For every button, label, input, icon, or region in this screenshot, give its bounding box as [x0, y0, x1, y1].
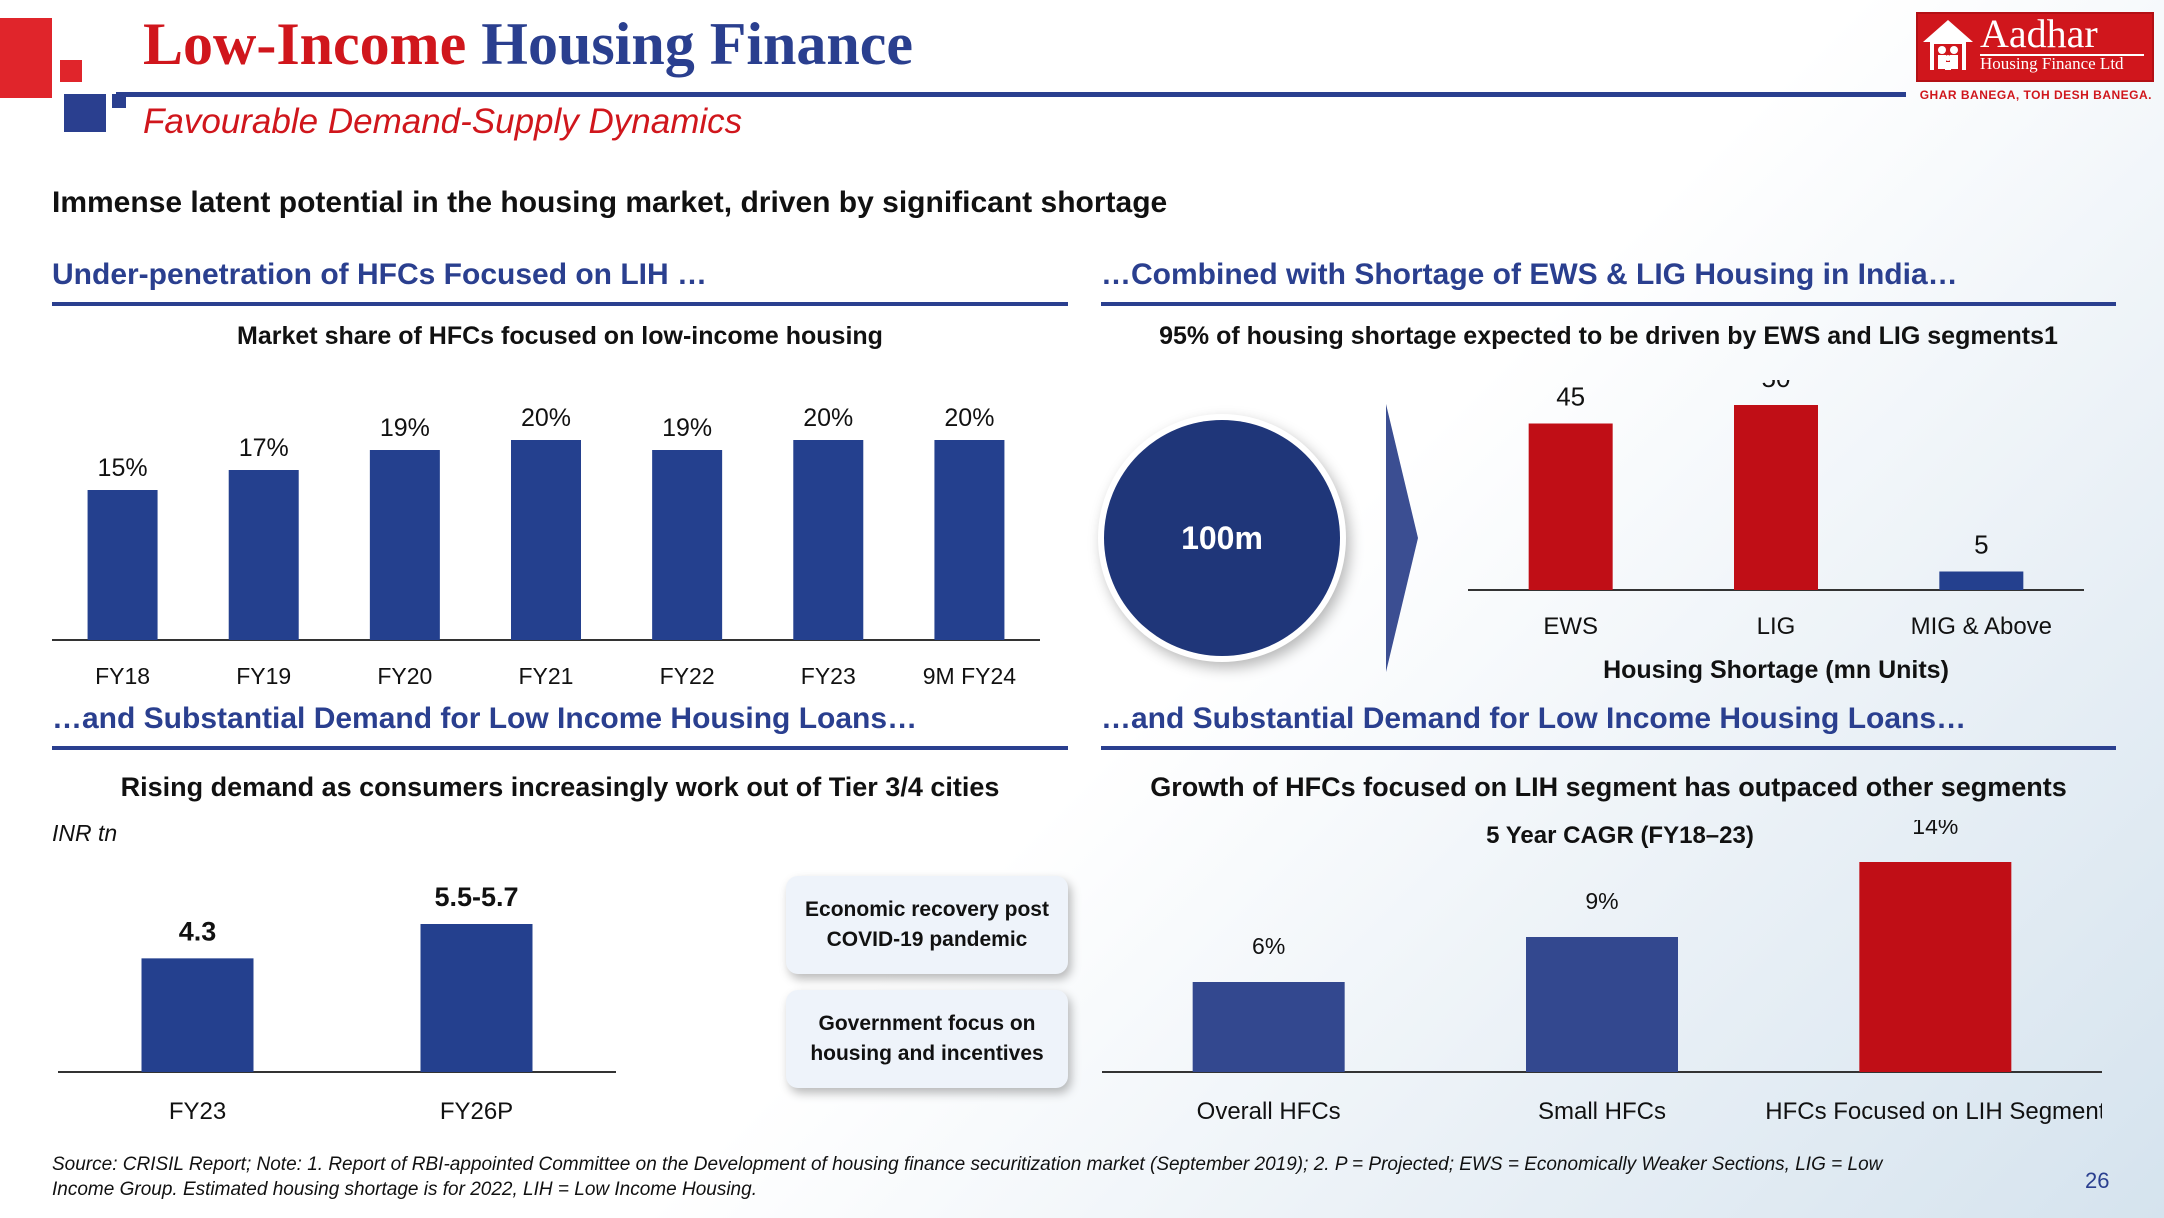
callout-government-focus: Government focus on housing and incentiv… — [786, 990, 1068, 1088]
page-number: 26 — [2085, 1168, 2110, 1193]
housing_shortage-bar-1 — [1528, 423, 1613, 590]
market_share-value-label-6: 20% — [803, 404, 853, 432]
callout-economic-recovery: Economic recovery post COVID-19 pandemic — [786, 876, 1068, 974]
cagr-value-label-2: 9% — [1585, 888, 1618, 914]
market_share-bar-7 — [934, 440, 1005, 640]
logo-name: Aadhar — [1980, 11, 2098, 56]
page-subtitle: Favourable Demand-Supply Dynamics — [143, 102, 743, 141]
market_share-bar-6 — [793, 440, 864, 640]
market_share-value-label-3: 19% — [380, 414, 430, 442]
market_share-category-label-6: FY23 — [801, 663, 856, 689]
market_share-category-label-1: FY18 — [95, 663, 150, 689]
chart-housing-shortage: 45 EWS 50 LIG 5 MIG & Above — [1468, 380, 2084, 640]
section-rule-bottom-right — [1101, 746, 2116, 750]
section-rule-top-right — [1101, 302, 2116, 306]
market_share-bar-2 — [228, 470, 299, 640]
chart-title-cagr: Growth of HFCs focused on LIH segment ha… — [1150, 772, 2067, 802]
section-heading-top-right: …Combined with Shortage of EWS & LIG Hou… — [1101, 258, 1958, 291]
decor-square-blue-small — [112, 94, 126, 108]
unit-label: INR tn — [52, 820, 118, 846]
chart-loan-demand: 4.3 FY23 5.5-5.7 FY26P — [58, 882, 616, 1125]
loan_demand-category-label-1: FY23 — [169, 1098, 226, 1125]
decor-square-blue — [64, 94, 106, 132]
housing_shortage-value-label-3: 5 — [1974, 530, 1988, 560]
chart-title-loan-demand: Rising demand as consumers increasingly … — [120, 772, 1000, 802]
market_share-category-label-7: 9M FY24 — [923, 663, 1017, 689]
page-title-part2: Housing Finance — [481, 11, 914, 77]
section-rule-bottom-left — [52, 746, 1068, 750]
page-title: Low-Income Housing Finance — [143, 10, 913, 79]
chart-cagr: 6% Overall HFCs 9% Small HFCs 14% HFCs Focuse… — [1102, 820, 2102, 1125]
cagr-bar-1 — [1192, 982, 1345, 1072]
cagr-bar-3 — [1859, 862, 2012, 1072]
chart-title-market-share: Market share of HFCs focused on low-inco… — [237, 322, 883, 350]
decor-square-red-small — [60, 60, 82, 82]
section-heading-bottom-right: …and Substantial Demand for Low Income H… — [1101, 702, 1967, 735]
house-family-icon — [1923, 20, 1973, 70]
chart-title-housing-shortage: 95% of housing shortage expected to be d… — [1159, 322, 2058, 350]
section-rule-top-left — [52, 302, 1068, 306]
xlabel-housing-shortage: Housing Shortage (mn Units) — [1603, 656, 1949, 684]
market_share-value-label-7: 20% — [944, 404, 994, 432]
housing_shortage-value-label-2: 50 — [1762, 380, 1791, 393]
housing_shortage-bar-2 — [1734, 405, 1818, 590]
footnote: Source: CRISIL Report; Note: 1. Report o… — [52, 1154, 1883, 1200]
cagr-category-label-3: HFCs Focused on LIH Segment — [1765, 1098, 2102, 1125]
loan_demand-value-label-2: 5.5-5.7 — [434, 882, 518, 912]
arrow-right-icon — [1386, 404, 1418, 672]
market_share-bar-4 — [511, 440, 581, 640]
chart-market-share: 15% FY18 17% FY19 19% FY20 20% FY21 19% FY22 20% FY… — [52, 404, 1040, 689]
housing_shortage-bar-3 — [1939, 571, 2024, 590]
market_share-bar-3 — [369, 450, 440, 640]
decor-square-red — [0, 18, 52, 98]
page-title-part1: Low-Income — [143, 11, 467, 77]
market_share-bar-1 — [87, 490, 158, 640]
cagr-category-label-1: Overall HFCs — [1197, 1098, 1341, 1125]
market_share-category-label-4: FY21 — [519, 663, 574, 689]
headline: Immense latent potential in the housing … — [52, 186, 1168, 219]
loan_demand-value-label-1: 4.3 — [179, 916, 217, 946]
market_share-bar-5 — [652, 450, 723, 640]
market_share-category-label-5: FY22 — [660, 663, 715, 689]
housing_shortage-category-label-2: LIG — [1757, 613, 1796, 640]
section-heading-bottom-left: …and Substantial Demand for Low Income H… — [52, 702, 918, 735]
loan_demand-bar-1 — [141, 958, 254, 1072]
housing_shortage-category-label-1: EWS — [1543, 613, 1598, 640]
housing_shortage-value-label-1: 45 — [1556, 382, 1585, 412]
market_share-value-label-4: 20% — [521, 404, 571, 432]
market_share-value-label-5: 19% — [662, 414, 712, 442]
cagr-value-label-3: 14% — [1912, 820, 1958, 839]
logo-divider — [1980, 54, 2144, 56]
logo-tagline: GHAR BANEGA, TOH DESH BANEGA. — [1919, 88, 2152, 102]
section-heading-top-left: Under-penetration of HFCs Focused on LIH… — [52, 258, 708, 291]
total-shortage-circle: 100m — [1104, 420, 1340, 656]
header-rule — [116, 92, 1906, 97]
loan_demand-bar-2 — [420, 924, 533, 1072]
market_share-category-label-3: FY20 — [377, 663, 432, 689]
cagr-category-label-2: Small HFCs — [1538, 1098, 1666, 1125]
logo-subtitle: Housing Finance Ltd — [1980, 54, 2124, 73]
market_share-category-label-2: FY19 — [236, 663, 291, 689]
cagr-bar-2 — [1526, 937, 1678, 1072]
market_share-value-label-2: 17% — [239, 434, 289, 462]
loan_demand-category-label-2: FY26P — [440, 1098, 513, 1125]
housing_shortage-category-label-3: MIG & Above — [1911, 613, 2052, 640]
cagr-value-label-1: 6% — [1252, 933, 1285, 959]
cagr-subtitle: 5 Year CAGR (FY18–23) — [1486, 822, 1754, 849]
market_share-value-label-1: 15% — [98, 454, 148, 482]
